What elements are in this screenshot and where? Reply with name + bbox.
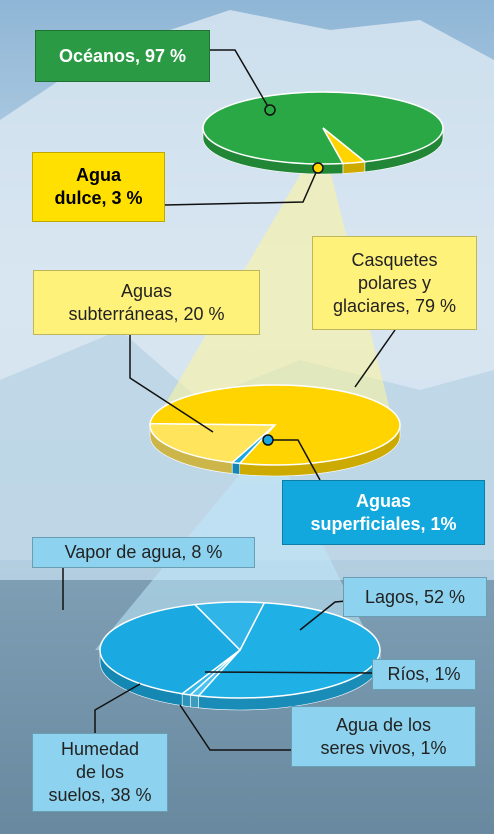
callout-dot	[264, 104, 276, 116]
pie-slice	[322, 127, 367, 165]
light-cone	[150, 170, 395, 430]
callout-line	[164, 167, 319, 206]
callout-line	[179, 704, 301, 751]
slice-label: Océanos, 97 %	[35, 30, 210, 82]
callouts	[62, 49, 396, 751]
pie-slice	[193, 601, 266, 652]
callout-dot	[262, 434, 274, 446]
pie-slice	[149, 422, 277, 464]
slice-label: Vapor de agua, 8 %	[32, 537, 255, 568]
callout-line	[354, 329, 396, 388]
pie-rim	[231, 462, 241, 475]
callout-line	[129, 335, 214, 433]
slice-label: Aguas superficiales, 1%	[282, 480, 485, 545]
slice-label: Humedad de los suelos, 38 %	[32, 733, 168, 812]
callout-line	[94, 683, 141, 733]
pie-rim	[189, 694, 199, 709]
slice-label: Casquetes polares y glaciares, 79 %	[312, 236, 477, 330]
callout-line	[204, 671, 373, 674]
slice-label: Agua de los seres vivos, 1%	[291, 706, 476, 767]
pie-slice	[230, 424, 276, 465]
slice-label: Lagos, 52 %	[343, 577, 487, 617]
callout-line	[268, 439, 321, 481]
callout-dot	[312, 162, 324, 174]
slice-label: Agua dulce, 3 %	[32, 152, 165, 222]
slice-label: Aguas subterráneas, 20 %	[33, 270, 260, 335]
pie-rim	[181, 693, 191, 708]
callout-line	[210, 49, 271, 111]
slice-label: Ríos, 1%	[372, 659, 476, 690]
